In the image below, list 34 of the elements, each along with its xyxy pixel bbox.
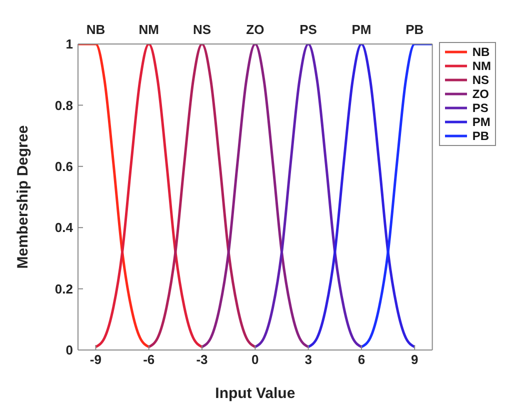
x-tick-label: -3 [196, 352, 208, 368]
x-tick-label: -6 [143, 352, 155, 368]
y-tick-label: 0.6 [54, 159, 73, 174]
line-series [200, 44, 310, 348]
annotation: PS [300, 22, 318, 37]
x-tick-label: 9 [410, 352, 418, 368]
line-series [307, 44, 416, 348]
y-tick-label: 0.2 [54, 281, 73, 296]
annotation: PM [352, 22, 372, 37]
line-series [94, 44, 204, 348]
legend-label: NM [472, 59, 491, 73]
legend-label: NB [472, 45, 490, 59]
x-tick-label: 0 [252, 352, 259, 368]
line-series [148, 44, 256, 348]
x-tick-label: -9 [90, 352, 102, 368]
y-axis-title: Membership Degree [14, 125, 32, 269]
line-series [254, 44, 363, 348]
y-tick-label: 0.4 [54, 220, 74, 236]
y-tick-label: 1 [66, 36, 73, 52]
x-tick-label: 6 [358, 352, 366, 368]
legend-label: NS [472, 73, 489, 87]
y-tick-label: 0.8 [54, 98, 73, 113]
x-axis-title: Input Value [215, 385, 296, 402]
annotation: NB [86, 22, 106, 37]
annotation: PB [406, 22, 424, 37]
legend-label: ZO [472, 87, 489, 101]
annotation: ZO [246, 22, 264, 37]
legend-label: PM [472, 115, 490, 129]
legend-label: PB [472, 129, 489, 143]
x-tick-label: 3 [304, 352, 312, 368]
annotation: NM [138, 22, 159, 37]
annotation: NS [192, 22, 212, 37]
y-tick-label: 0 [66, 342, 73, 358]
legend-label: PS [472, 101, 488, 115]
